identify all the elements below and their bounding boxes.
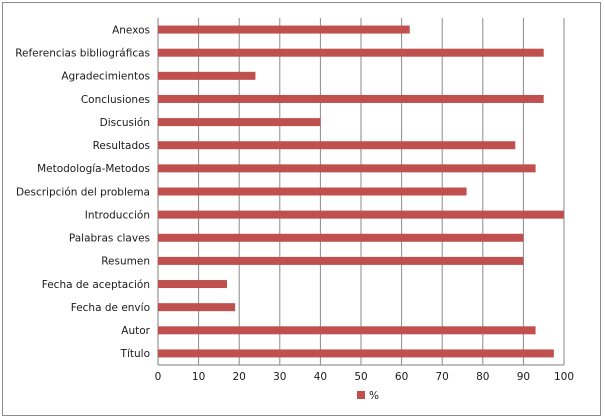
category-label: Título bbox=[120, 348, 150, 360]
x-tick-label: 30 bbox=[273, 371, 286, 383]
bar bbox=[158, 210, 564, 219]
category-label: Fecha de envío bbox=[71, 302, 150, 314]
bar bbox=[158, 326, 536, 335]
category-label: Conclusiones bbox=[81, 94, 150, 106]
bar bbox=[158, 349, 554, 358]
x-tick-label: 90 bbox=[517, 371, 530, 383]
category-label: Introducción bbox=[85, 209, 150, 221]
bar bbox=[158, 233, 524, 242]
bar bbox=[158, 164, 536, 173]
legend: % bbox=[357, 390, 379, 402]
bar bbox=[158, 94, 544, 103]
x-tick-label: 60 bbox=[395, 371, 408, 383]
legend-swatch bbox=[357, 391, 365, 399]
bar bbox=[158, 71, 256, 80]
bar bbox=[158, 141, 516, 150]
x-tick-label: 10 bbox=[192, 371, 205, 383]
bar bbox=[158, 256, 524, 265]
category-label: Discusión bbox=[100, 117, 150, 129]
bars bbox=[158, 25, 564, 358]
bar bbox=[158, 303, 236, 312]
x-tick-labels: 0 10 20 30 40 50 60 70 80 90 100 bbox=[155, 371, 574, 383]
bar bbox=[158, 48, 544, 57]
category-label: Anexos bbox=[112, 24, 150, 36]
category-label: Autor bbox=[121, 325, 150, 337]
x-tick-label: 70 bbox=[436, 371, 449, 383]
bar bbox=[158, 280, 228, 289]
legend-label: % bbox=[369, 390, 379, 402]
category-label: Resultados bbox=[93, 140, 150, 152]
x-tick-label: 80 bbox=[476, 371, 489, 383]
x-tick-label: 50 bbox=[354, 371, 367, 383]
category-labels: Anexos Referencias bibliográficas Agradeci… bbox=[15, 24, 150, 360]
category-label: Resumen bbox=[101, 256, 150, 268]
category-label: Agradecimientos bbox=[61, 71, 150, 83]
bar bbox=[158, 118, 321, 127]
category-label: Palabras claves bbox=[69, 233, 150, 245]
category-label: Referencias bibliográficas bbox=[15, 48, 150, 60]
bar bbox=[158, 187, 467, 196]
category-label: Descripción del problema bbox=[16, 186, 150, 198]
category-label: Fecha de aceptación bbox=[42, 279, 150, 291]
x-tick-label: 40 bbox=[314, 371, 327, 383]
bar bbox=[158, 25, 410, 34]
x-tick-label: 0 bbox=[155, 371, 162, 383]
chart-frame bbox=[2, 2, 601, 416]
x-tick-label: 100 bbox=[554, 371, 574, 383]
x-tick-label: 20 bbox=[233, 371, 246, 383]
category-label: Metodología-Metodos bbox=[37, 163, 150, 175]
